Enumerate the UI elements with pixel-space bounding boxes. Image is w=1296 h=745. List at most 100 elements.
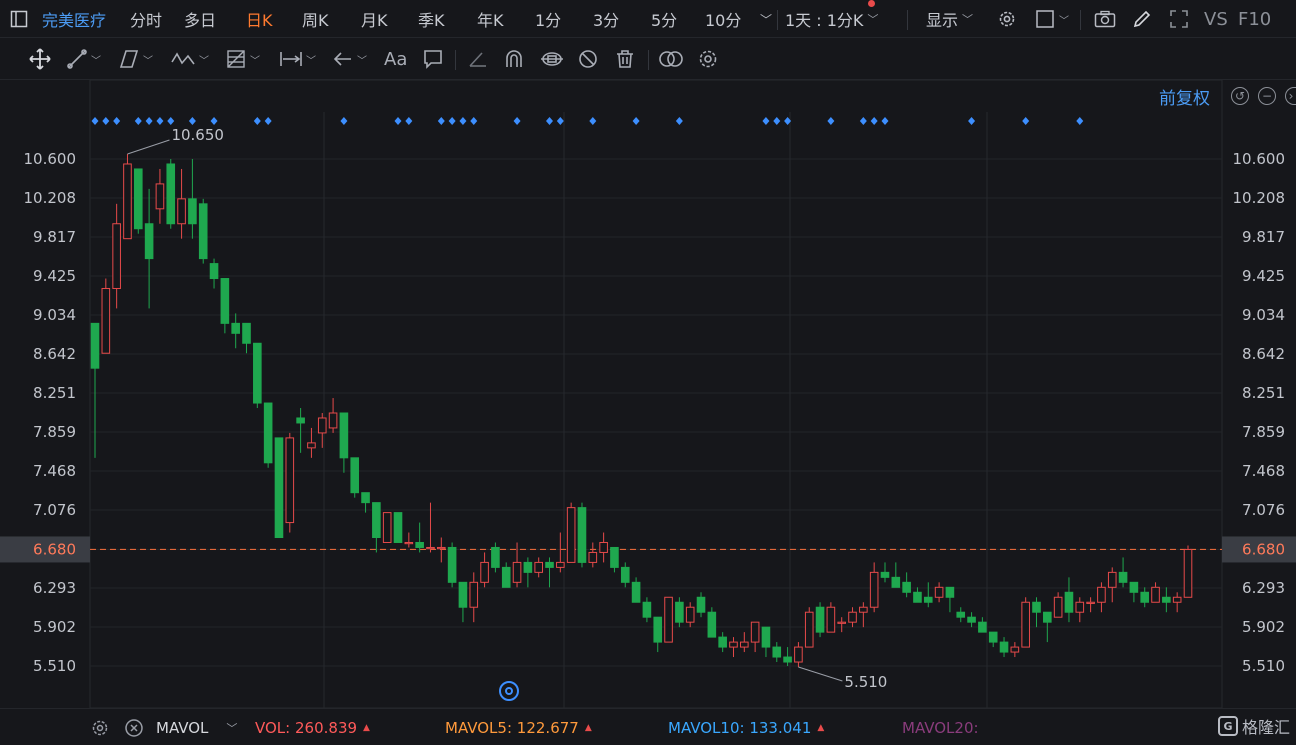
left-price-tick: 5.510 <box>33 657 76 675</box>
hide-drawing-icon[interactable] <box>577 42 599 76</box>
wave-tool-icon[interactable]: ﹀ <box>170 42 209 76</box>
tab-1min[interactable]: 1分 <box>535 11 562 30</box>
event-marker <box>589 117 597 125</box>
candle-body <box>826 606 836 633</box>
price-adjust-button[interactable]: 前复权 <box>1159 89 1210 109</box>
left-price-tick: 7.859 <box>33 423 76 441</box>
candle-body <box>1064 591 1074 613</box>
tab-weekly-k[interactable]: 周K <box>302 11 329 30</box>
indicator-selector[interactable]: MAVOL ﹀ <box>156 709 237 745</box>
candle-body <box>1162 596 1171 603</box>
candle-body <box>653 616 663 643</box>
expand-arrow-icon[interactable]: › <box>1285 87 1296 105</box>
arrow-left-icon[interactable]: ﹀ <box>332 42 367 76</box>
text-tool-icon[interactable]: Aa <box>384 48 408 70</box>
tab-5min[interactable]: 5分 <box>651 11 678 30</box>
event-markers <box>91 117 1084 125</box>
candle-body <box>447 546 457 583</box>
layout-box-icon[interactable]: ﹀ <box>1032 0 1072 38</box>
candle-body <box>1086 601 1095 604</box>
indicator-bar: MAVOL ﹀ VOL: 260.839 ▲ MAVOL5: 122.677 ▲ M… <box>0 708 1296 745</box>
right-price-tick: 6.680 <box>1242 540 1285 558</box>
candle-body <box>220 278 230 324</box>
overlay-compare-icon[interactable] <box>658 42 684 76</box>
tab-10min[interactable]: 10分 <box>705 11 742 30</box>
tab-multi-day[interactable]: 多日 <box>184 11 217 30</box>
candlestick-chart[interactable]: 10.600 10.208 9.817 9.425 9.034 8.642 8.251 7.8… <box>0 80 1296 708</box>
settings-gear-icon[interactable] <box>995 0 1019 38</box>
display-menu[interactable]: 显示 ﹀ <box>926 0 973 38</box>
camera-icon[interactable] <box>1093 0 1117 38</box>
left-price-tick: 6.680 <box>33 540 76 558</box>
left-price-tick: 10.208 <box>24 189 77 207</box>
divider <box>777 10 778 30</box>
candle-body <box>696 596 706 613</box>
search-target-icon[interactable] <box>499 681 519 701</box>
trash-icon[interactable] <box>614 42 636 76</box>
right-price-tick: 5.510 <box>1242 657 1285 675</box>
candle-body <box>978 621 987 633</box>
undo-icon[interactable]: ↺ <box>1231 87 1249 105</box>
mavol5-value: 122.677 <box>516 718 579 737</box>
tab-monthly-k[interactable]: 月K <box>361 11 388 30</box>
pencil-icon[interactable] <box>1130 0 1154 38</box>
lock-drawing-icon[interactable] <box>540 42 564 76</box>
candle-body <box>317 417 327 434</box>
event-marker <box>1076 117 1084 125</box>
candle-body <box>1097 586 1106 603</box>
event-marker <box>513 117 521 125</box>
candle-body <box>1172 596 1182 603</box>
tab-quarterly-k[interactable]: 季K <box>418 11 445 30</box>
channel-tool-icon[interactable]: ﹀ <box>118 42 153 76</box>
candle-body <box>815 606 825 633</box>
left-price-tick: 9.817 <box>33 228 76 246</box>
current-price-tag <box>0 536 90 563</box>
candle-body <box>133 168 143 230</box>
event-marker <box>91 117 99 125</box>
indicator-settings-gear-icon[interactable] <box>90 709 110 745</box>
tab-3min[interactable]: 3分 <box>593 11 620 30</box>
right-price-tick: 8.642 <box>1242 345 1285 363</box>
zoom-out-icon[interactable]: − <box>1258 87 1276 105</box>
tab-daily-k[interactable]: 日K <box>246 11 273 30</box>
sidebar-toggle-icon[interactable] <box>8 0 30 38</box>
candle-body <box>1075 601 1085 613</box>
move-cross-icon[interactable] <box>28 42 52 76</box>
range-selector[interactable]: 1天 : 1分K ﹀ <box>785 0 878 38</box>
candle-body <box>90 322 100 369</box>
candle-body <box>491 546 500 568</box>
event-marker <box>968 117 976 125</box>
more-periods-chevron-icon[interactable]: ﹀ <box>759 12 772 27</box>
candle-body <box>1010 646 1020 653</box>
candle-body <box>436 546 446 550</box>
candle-body <box>242 322 251 344</box>
f10-button[interactable]: F10 <box>1238 8 1272 30</box>
candle-body <box>783 656 792 663</box>
candle-body <box>740 641 749 648</box>
candle-body <box>675 601 684 623</box>
candle-body <box>177 198 186 225</box>
stock-name[interactable]: 完美医疗 <box>42 11 107 30</box>
event-marker <box>1022 117 1030 125</box>
candle-body <box>1032 601 1041 613</box>
event-marker <box>210 117 218 125</box>
draw-settings-gear-icon[interactable] <box>697 42 719 76</box>
comment-icon[interactable] <box>422 42 444 76</box>
candle-body <box>556 561 565 568</box>
candle-body <box>631 581 641 603</box>
candle-body <box>1107 571 1117 588</box>
tab-intraday[interactable]: 分时 <box>130 11 163 30</box>
fib-grid-icon[interactable]: ﹀ <box>225 42 260 76</box>
watermark-logo: G 格隆汇 <box>1217 714 1290 738</box>
event-marker <box>773 117 781 125</box>
measure-range-icon[interactable]: ﹀ <box>279 42 316 76</box>
candle-body <box>501 566 511 588</box>
eraser-line-icon[interactable] <box>467 42 489 76</box>
candle-body <box>1043 611 1052 623</box>
line-tool-icon[interactable]: ﹀ <box>66 42 101 76</box>
vs-compare-button[interactable]: VS <box>1204 8 1228 30</box>
tab-yearly-k[interactable]: 年K <box>477 11 504 30</box>
close-indicator-icon[interactable] <box>124 709 144 745</box>
magnet-icon[interactable] <box>503 42 525 76</box>
fullscreen-icon[interactable] <box>1167 0 1191 38</box>
